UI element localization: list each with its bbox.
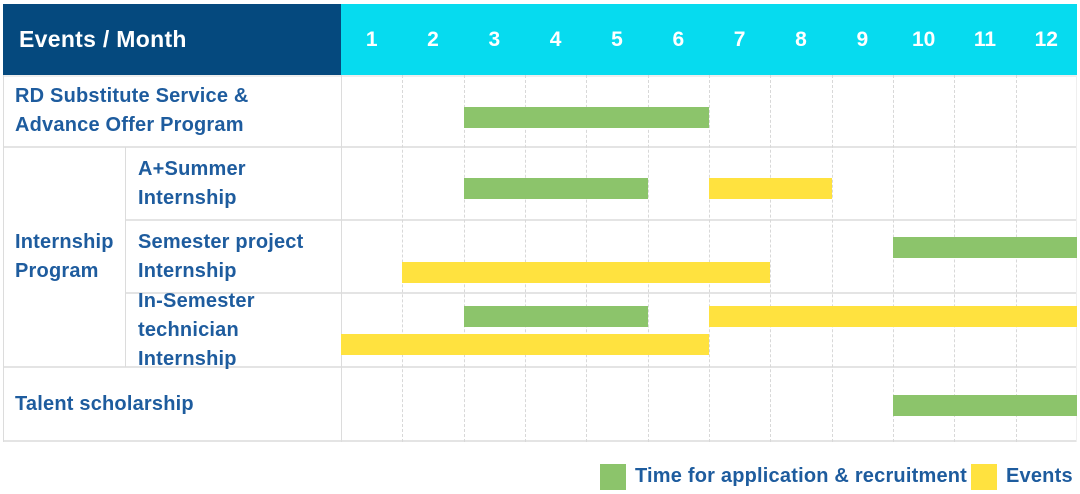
month-header-cell: 3 — [488, 27, 501, 51]
gantt-bar-green — [463, 107, 709, 128]
row-label-talent-scholarship: Talent scholarship — [15, 367, 335, 442]
row-label-in-semester-technician: In-Semester technician Internship — [138, 290, 336, 370]
grid-row-line — [125, 219, 1077, 221]
group-label-internship-program: Internship Program — [15, 147, 120, 367]
month-header-cell: 2 — [427, 27, 439, 51]
legend-label: Time for application & recruitment — [635, 465, 968, 487]
month-header-cell: 7 — [733, 27, 746, 51]
month-gridline — [586, 75, 588, 442]
month-header-cell: 8 — [795, 27, 807, 51]
events-month-header-label: Events / Month — [19, 26, 187, 52]
grid-row-line — [125, 292, 1077, 294]
row-label-line: technician Internship — [138, 318, 239, 370]
month-header-row: 1 2 3 4 5 6 7 8 9 10 11 12 — [341, 4, 1077, 75]
legend-yellow-swatch-icon — [971, 463, 997, 490]
month-gridline — [831, 75, 833, 442]
row-label-line: Internship — [138, 259, 237, 282]
month-gridline — [647, 75, 649, 442]
label-grid-divider — [341, 75, 342, 442]
table-bottom-border — [3, 440, 1077, 442]
legend-item-recruitment: Time for application & recruitment — [600, 463, 967, 490]
row-label-line: Internship — [138, 186, 237, 209]
row-label-line: Talent scholarship — [15, 393, 194, 415]
gantt-bar-green — [463, 306, 648, 327]
legend-green-swatch-icon — [600, 463, 626, 490]
month-header-cell: 11 — [973, 27, 997, 51]
gantt-bar-yellow — [709, 306, 1077, 327]
month-header-cell: 1 — [365, 27, 378, 51]
grid-row-line — [3, 75, 1077, 77]
row-label-line: Semester project — [138, 230, 304, 253]
table-right-border — [1076, 75, 1077, 442]
row-label-line: RD Substitute Service & — [15, 85, 249, 107]
gantt-bar-green — [463, 178, 648, 199]
group-label-line: Program — [15, 260, 99, 282]
row-label-rd-substitute: RD Substitute Service & Advance Offer Pr… — [15, 75, 335, 147]
row-label-a-plus-summer: A+Summer Internship — [138, 147, 336, 220]
month-gridline — [954, 75, 956, 442]
month-gridline — [1015, 75, 1017, 442]
legend-label: Events — [1006, 465, 1073, 487]
month-gridline — [525, 75, 526, 442]
gantt-bar-yellow — [709, 178, 832, 199]
month-gridline — [709, 75, 710, 442]
row-label-semester-project: Semester project Internship — [138, 220, 336, 293]
row-label-line: In-Semester — [138, 289, 255, 312]
gantt-bar-yellow — [402, 262, 771, 283]
month-header-cell: 10 — [911, 27, 936, 51]
gantt-bar-green — [893, 395, 1077, 416]
legend-item-events: Events — [971, 463, 1073, 490]
grid-row-line — [3, 366, 1077, 368]
month-header-cell: 6 — [672, 27, 685, 51]
group-label-line: Internship — [15, 231, 114, 253]
grid-row-line — [3, 146, 1077, 148]
month-header-cell: 5 — [611, 27, 623, 51]
month-gridline — [893, 75, 894, 442]
month-header-cell: 12 — [1034, 27, 1058, 51]
row-label-line: A+Summer — [138, 157, 246, 180]
table-left-border — [3, 75, 4, 442]
events-month-header-cell: Events / Month — [3, 4, 341, 75]
row-label-line: Advance Offer Program — [15, 114, 244, 136]
month-header-cell: 9 — [856, 27, 869, 51]
gantt-bar-yellow — [341, 334, 709, 355]
month-gridline — [402, 75, 404, 442]
group-column-divider — [125, 147, 126, 367]
month-header-cell: 4 — [549, 27, 562, 51]
gantt-bar-green — [893, 237, 1077, 258]
month-gridline — [463, 75, 465, 442]
month-gridline — [770, 75, 772, 442]
